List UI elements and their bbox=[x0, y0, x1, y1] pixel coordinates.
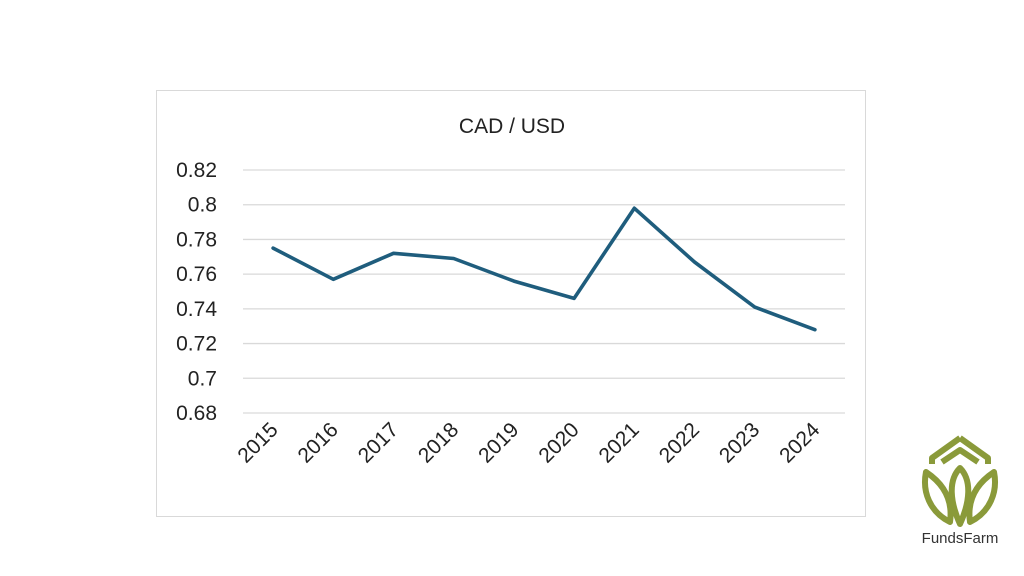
x-axis-ticks: 2015 2016 2017 2018 2019 2020 2021 2022 2023 2024 bbox=[233, 418, 824, 468]
data-point bbox=[633, 206, 636, 210]
data-point bbox=[392, 252, 395, 255]
chart-title: CAD / USD bbox=[459, 115, 565, 138]
chart-frame: CAD / USD 0.68 0.7 0.72 0.74 0.76 0.78 0.8 0.82… bbox=[156, 90, 866, 517]
data-point bbox=[332, 278, 335, 281]
y-tick-label: 0.7 bbox=[188, 367, 217, 390]
x-tick-label: 2016 bbox=[294, 418, 343, 467]
data-point bbox=[753, 305, 756, 309]
x-tick-label: 2017 bbox=[354, 418, 403, 467]
brand-name: FundsFarm bbox=[921, 530, 999, 547]
series-line bbox=[271, 206, 817, 332]
x-tick-label: 2015 bbox=[233, 418, 282, 467]
data-point bbox=[813, 328, 817, 331]
series-group bbox=[271, 206, 817, 332]
leaf-logo-icon bbox=[922, 435, 998, 527]
line-chart: CAD / USD 0.68 0.7 0.72 0.74 0.76 0.78 0.8 0.82… bbox=[176, 115, 845, 468]
data-point bbox=[693, 260, 696, 264]
y-tick-label: 0.82 bbox=[176, 159, 217, 182]
y-tick-label: 0.74 bbox=[176, 298, 217, 321]
y-axis-ticks: 0.68 0.7 0.72 0.74 0.76 0.78 0.8 0.82 bbox=[176, 159, 217, 425]
y-tick-label: 0.72 bbox=[176, 333, 217, 356]
data-point bbox=[512, 279, 516, 283]
y-tick-label: 0.68 bbox=[176, 402, 217, 425]
x-tick-label: 2021 bbox=[595, 418, 644, 467]
x-tick-label: 2018 bbox=[414, 418, 463, 467]
data-point bbox=[572, 297, 576, 300]
y-tick-label: 0.8 bbox=[188, 194, 217, 217]
x-tick-label: 2023 bbox=[715, 418, 764, 467]
fundsfarm-logo bbox=[912, 432, 1008, 552]
data-point bbox=[452, 257, 455, 260]
y-tick-label: 0.78 bbox=[176, 228, 217, 251]
x-tick-label: 2020 bbox=[534, 418, 583, 467]
data-point bbox=[271, 246, 275, 250]
x-tick-label: 2019 bbox=[474, 418, 523, 467]
x-tick-label: 2022 bbox=[655, 418, 704, 467]
y-tick-label: 0.76 bbox=[176, 263, 217, 286]
x-tick-label: 2024 bbox=[775, 418, 825, 468]
